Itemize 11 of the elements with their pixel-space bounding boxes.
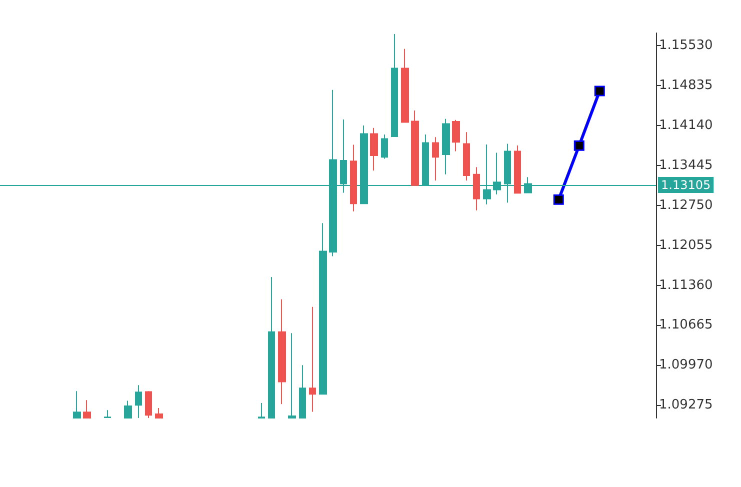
- y-tick-label: 1.14140: [659, 118, 713, 134]
- y-tick-label: 1.12750: [659, 198, 713, 213]
- y-tick-label: 1.11360: [659, 278, 713, 293]
- y-tick-label: 1.10665: [659, 318, 713, 333]
- y-tick-label: 1.14835: [659, 78, 713, 94]
- ref-line-label: 1.13105: [661, 178, 711, 192]
- y-tick-label: 1.12055: [659, 238, 713, 253]
- y-tick-label: 1.09970: [659, 358, 713, 373]
- y-tick-label: 1.15530: [659, 38, 713, 54]
- y-tick-label: 1.09275: [659, 398, 713, 413]
- y-tick-label: 1.13445: [659, 158, 713, 173]
